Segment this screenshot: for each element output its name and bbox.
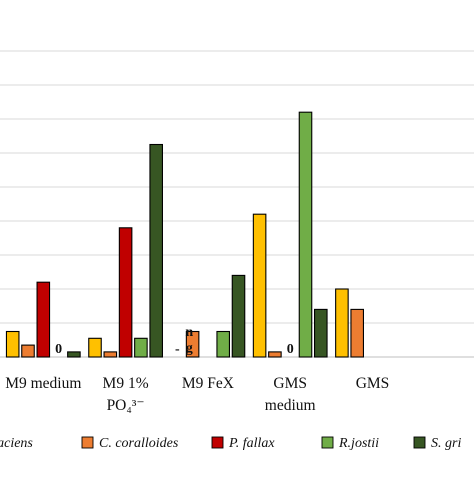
x-tick-label: M9 FeX bbox=[182, 375, 234, 392]
legend-label: C. coralloides bbox=[99, 436, 179, 451]
bar bbox=[134, 337, 148, 358]
legend-swatch bbox=[321, 436, 334, 449]
x-tick-label: PO₄³⁻ bbox=[107, 397, 145, 414]
legend-label: R.jostii bbox=[338, 436, 379, 451]
bar bbox=[88, 337, 102, 358]
bar bbox=[67, 351, 81, 358]
x-tick-label: M9 medium bbox=[5, 375, 81, 392]
bar bbox=[252, 213, 267, 358]
bar bbox=[185, 330, 200, 358]
legend-label: S. gri bbox=[431, 436, 461, 451]
bar bbox=[298, 111, 313, 358]
bar bbox=[216, 330, 230, 358]
legend-label: efaciens bbox=[0, 436, 33, 451]
bar bbox=[350, 308, 365, 358]
data-label: 0 bbox=[287, 342, 294, 357]
bar bbox=[149, 143, 163, 358]
bar bbox=[313, 308, 328, 358]
data-label: - bbox=[175, 342, 180, 357]
legend-label: P. fallax bbox=[228, 436, 275, 451]
bar bbox=[36, 281, 51, 358]
data-label: 0 bbox=[55, 342, 62, 357]
bar bbox=[335, 288, 349, 358]
bar bbox=[231, 274, 246, 358]
data-label: n bbox=[185, 325, 193, 340]
legend-swatch bbox=[211, 436, 224, 449]
data-label: g bbox=[186, 341, 193, 356]
x-tick-label: GMS bbox=[273, 375, 307, 392]
bar bbox=[21, 344, 35, 358]
bar bbox=[118, 227, 133, 358]
bar bbox=[103, 351, 118, 358]
x-tick-label: M9 1% bbox=[103, 375, 149, 392]
x-tick-label: GMS bbox=[356, 375, 390, 392]
legend-swatch bbox=[413, 436, 426, 449]
x-tick-label: medium bbox=[265, 397, 316, 414]
legend-swatch bbox=[81, 436, 94, 449]
bar bbox=[5, 330, 20, 358]
bar bbox=[268, 351, 282, 358]
